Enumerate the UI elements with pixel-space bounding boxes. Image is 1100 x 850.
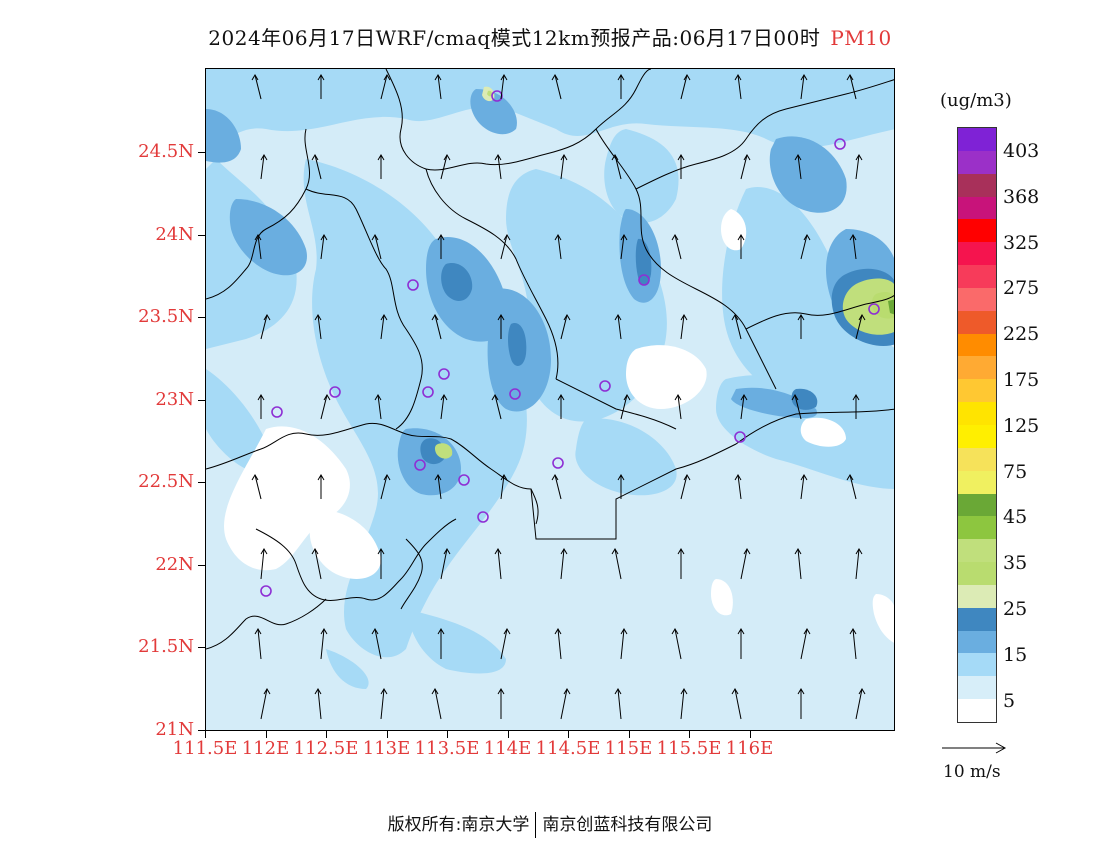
latitude-label: 22N (155, 553, 194, 575)
legend-swatch (958, 287, 996, 312)
legend-swatch (958, 310, 996, 335)
chart-title: 2024年06月17日WRF/cmaq模式12km预报产品:06月17日00时 P… (0, 22, 1100, 51)
longitude-tick (507, 731, 509, 738)
legend-swatch (958, 562, 996, 586)
legend-swatch (958, 242, 996, 266)
legend-swatch (958, 425, 996, 449)
longitude-label: 113.5E (414, 738, 480, 759)
latitude-label: 21N (155, 718, 194, 740)
legend-label: 403 (1003, 140, 1040, 162)
latitude-tick (198, 729, 205, 731)
latitude-tick (198, 152, 205, 153)
legend-swatch (958, 699, 996, 723)
legend-swatch (958, 653, 996, 677)
legend-swatch (958, 516, 996, 540)
title-text: 2024年06月17日WRF/cmaq模式12km预报产品:06月17日00时 (208, 26, 821, 50)
longitude-tick (386, 731, 388, 738)
latitude-tick (198, 482, 205, 483)
longitude-label: 115.5E (656, 738, 722, 759)
latitude-tick (198, 399, 205, 401)
footer-divider (535, 812, 537, 838)
wind-reference-arrow (942, 742, 1007, 754)
latitude-label: 24N (155, 223, 194, 245)
station-markers (260, 90, 880, 597)
copyright-owner: 版权所有:南京大学 (387, 815, 530, 835)
legend-swatch (958, 607, 996, 632)
legend-label: 275 (1003, 277, 1040, 300)
wind-vectors (251, 74, 866, 720)
pm10-field-15 (206, 69, 894, 689)
legend-swatch (958, 150, 996, 175)
longitude-label: 112E (241, 738, 290, 759)
legend-swatch (958, 128, 996, 152)
legend-swatch (958, 470, 996, 495)
legend-label: 368 (1003, 185, 1040, 208)
legend-swatch (958, 333, 996, 357)
legend-label: 45 (1003, 506, 1028, 529)
latitude-tick (198, 647, 205, 648)
legend-swatch (958, 196, 996, 220)
wind-reference-label: 10 m/s (943, 762, 1001, 782)
longitude-tick (326, 731, 327, 738)
legend-swatch (958, 402, 996, 426)
latitude-tick (198, 564, 205, 566)
boundaries (206, 69, 894, 650)
legend-label: 35 (1003, 552, 1028, 575)
legend-swatch (958, 219, 996, 243)
latitude-tick (198, 234, 205, 236)
longitude-tick (265, 731, 267, 738)
pm10-field-low (224, 209, 894, 643)
legend-label: 15 (1003, 643, 1028, 666)
map-canvas (206, 69, 894, 730)
legend-label: 5 (1003, 689, 1016, 712)
legend-label: 125 (1003, 414, 1040, 437)
longitude-tick (749, 731, 751, 738)
longitude-label: 112.5E (293, 738, 359, 759)
legend-label: 175 (1003, 369, 1040, 391)
longitude-label: 113E (362, 738, 411, 759)
legend-swatch (958, 447, 996, 472)
longitude-label: 115E (604, 738, 653, 759)
legend-swatch (958, 493, 996, 517)
longitude-tick (447, 731, 448, 738)
legend-label: 25 (1003, 598, 1028, 620)
legend-unit: (ug/m3) (940, 90, 1012, 111)
variable-name: PM10 (830, 26, 892, 50)
legend-label: 225 (1003, 323, 1040, 346)
forecast-map (205, 68, 895, 731)
longitude-label: 114E (483, 738, 532, 759)
longitude-tick (689, 731, 690, 738)
legend-label: 325 (1003, 231, 1040, 254)
longitude-tick (628, 731, 630, 738)
copyright-footer: 版权所有:南京大学 南京创蓝科技有限公司 (0, 810, 1100, 838)
copyright-company: 南京创蓝科技有限公司 (542, 815, 713, 835)
latitude-label: 23N (155, 388, 194, 410)
longitude-tick (205, 731, 206, 738)
longitude-label: 111.5E (172, 738, 238, 759)
latitude-label: 21.5N (138, 636, 194, 657)
latitude-tick (198, 317, 205, 318)
legend-swatch (958, 539, 996, 563)
latitude-label: 22.5N (138, 471, 194, 492)
legend-swatch (958, 173, 996, 198)
legend-swatch (958, 630, 996, 654)
latitude-label: 23.5N (138, 306, 194, 327)
latitude-label: 24.5N (138, 141, 194, 162)
legend-swatch (958, 265, 996, 289)
legend-swatch (958, 356, 996, 380)
longitude-label: 116E (725, 738, 774, 759)
longitude-label: 114.5E (535, 738, 601, 759)
legend-swatch (958, 676, 996, 700)
legend-swatch (958, 584, 996, 609)
legend-swatch (958, 379, 996, 403)
legend-label: 75 (1003, 460, 1028, 483)
longitude-tick (568, 731, 569, 738)
color-legend (957, 127, 997, 723)
